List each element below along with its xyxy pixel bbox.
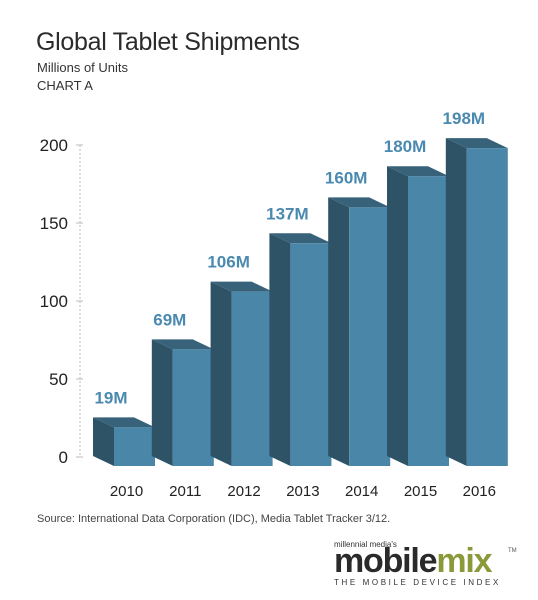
bar-top-face — [387, 166, 449, 177]
data-labels: 19M 69M 106M 137M 160M 180M 198M — [94, 109, 485, 407]
logo-word-mobile: mobile — [334, 542, 438, 580]
y-tick-label: 50 — [49, 370, 68, 389]
bar-front-face — [114, 427, 155, 466]
mobilemix-logo: millennial media's mobilemix TM THE MOBI… — [334, 540, 524, 588]
bar — [328, 197, 391, 466]
data-label: 160M — [325, 168, 368, 187]
x-tick-label: 2011 — [169, 483, 201, 500]
bar-side-face — [269, 233, 291, 466]
bar-side-face — [151, 339, 173, 466]
bar-side-face — [328, 197, 350, 466]
bar-front-face — [231, 291, 273, 466]
y-tick-label: 0 — [59, 448, 68, 467]
data-label: 198M — [443, 109, 486, 128]
bar — [269, 233, 332, 466]
data-label: 106M — [207, 253, 250, 272]
bar-side-face — [387, 166, 408, 466]
chart-label: CHART A — [37, 78, 93, 93]
bar-front-face — [349, 207, 391, 466]
logo-trademark: TM — [508, 548, 517, 554]
bar-side-face — [210, 281, 232, 466]
logo-top-text: millennial media's — [334, 540, 397, 549]
chart-title: Global Tablet Shipments — [36, 28, 300, 56]
x-tick-label: 2014 — [345, 483, 378, 500]
logo-word-mix: mix — [436, 542, 492, 580]
bar — [387, 166, 449, 466]
bars — [93, 138, 508, 466]
bar-front-face — [290, 243, 332, 466]
bar-top-face — [269, 233, 332, 244]
bar — [151, 339, 214, 466]
x-tick-label: 2015 — [404, 483, 437, 500]
x-tick-label: 2010 — [110, 483, 143, 500]
bar — [445, 138, 508, 466]
bar-front-face — [466, 148, 508, 466]
bar-side-face — [93, 417, 114, 466]
x-tick-label: 2012 — [227, 483, 260, 500]
bar-top-face — [445, 138, 508, 149]
bar-top-face — [151, 339, 214, 350]
bar-top-face — [210, 281, 273, 292]
bar-top-face — [93, 417, 155, 428]
bar-front-face — [408, 176, 449, 466]
y-tick-label: 100 — [40, 292, 68, 311]
data-label: 19M — [94, 388, 127, 407]
bar — [93, 417, 155, 466]
bar-side-face — [445, 138, 467, 466]
data-label: 69M — [153, 310, 186, 329]
logo-tagline: THE MOBILE DEVICE INDEX — [334, 578, 501, 587]
y-tick-label: 200 — [40, 136, 68, 155]
y-tick-label: 150 — [40, 214, 68, 233]
x-tick-label: 2016 — [463, 483, 496, 500]
logo-wordmark: mobilemix — [334, 542, 493, 580]
x-axis: 2010 2011 2012 2013 2014 2015 2016 — [110, 483, 496, 500]
data-label: 180M — [384, 137, 427, 156]
x-tick-label: 2013 — [286, 483, 319, 500]
data-label: 137M — [266, 204, 309, 223]
bar-top-face — [328, 197, 391, 208]
y-axis: 0 50 100 150 200 — [40, 136, 83, 467]
bar-front-face — [172, 349, 214, 466]
chart-subtitle: Millions of Units — [37, 60, 129, 75]
source-note: Source: International Data Corporation (… — [37, 513, 391, 525]
bar — [210, 281, 273, 466]
